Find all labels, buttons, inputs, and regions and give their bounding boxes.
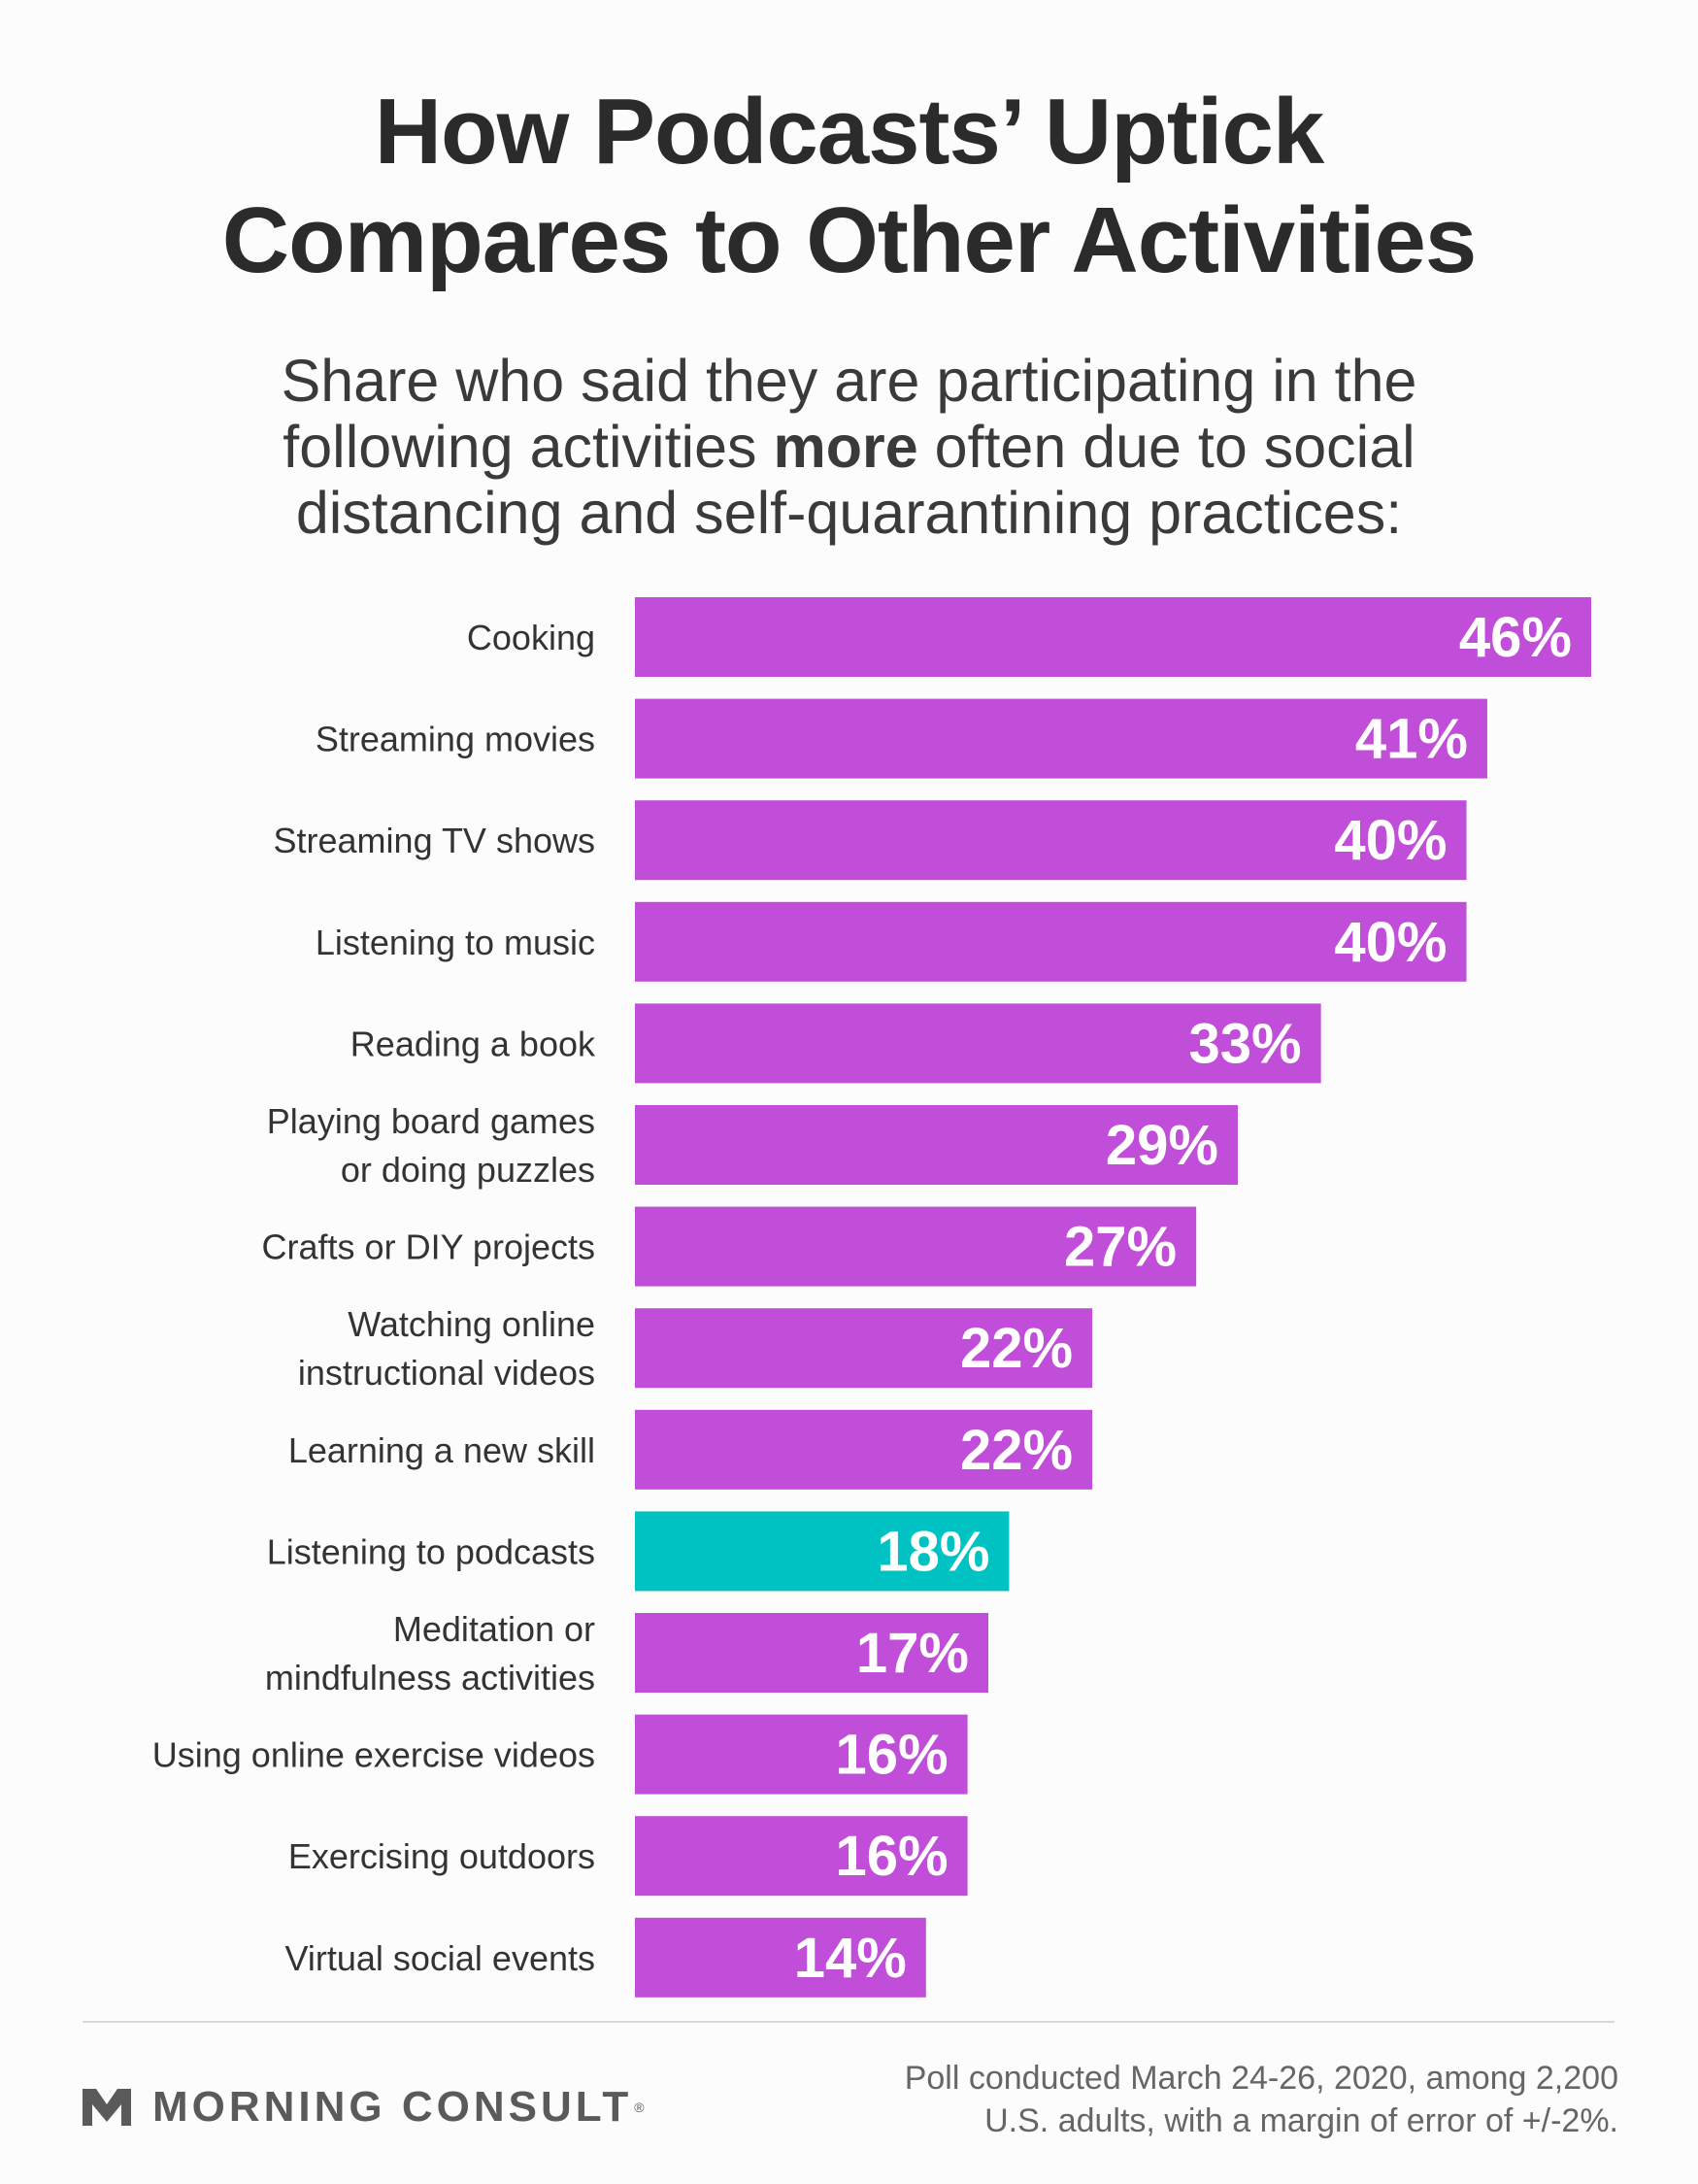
value-label-0: 46% [1459,606,1572,669]
bar-0 [635,597,1591,677]
bar-1 [635,698,1487,779]
category-label-10: Meditation or mindfulness activities [265,1609,595,1697]
morning-consult-mark-icon [83,2089,131,2126]
category-label-12: Exercising outdoors [288,1836,595,1876]
value-label-7: 22% [960,1317,1073,1380]
value-label-9: 18% [877,1520,989,1583]
brand-logo: MORNING CONSULT ® [83,2078,645,2136]
value-label-13: 14% [794,1927,907,1990]
title-line-1: How Podcasts’ Uptick [374,80,1325,184]
bar-3 [635,901,1467,982]
value-label-5: 29% [1106,1114,1218,1177]
bar-6 [635,1206,1197,1287]
bar-chart: 46% Cooking 41% Streaming movies 40% Streamin… [152,597,1591,1998]
category-label-13: Virtual social events [285,1938,596,1978]
value-label-6: 27% [1064,1216,1177,1279]
title-line-2: Compares to Other Activities [221,188,1477,292]
category-label-5: Playing board games or doing puzzles [267,1101,595,1190]
category-label-9: Listening to podcasts [267,1531,595,1571]
value-label-3: 40% [1334,911,1447,974]
value-label-4: 33% [1189,1012,1302,1075]
methodology-line-2: U.S. adults, with a margin of error of +… [984,2102,1618,2139]
category-label-8: Learning a new skill [288,1430,595,1470]
category-label-2: Streaming TV shows [274,821,595,860]
methodology-line-1: Poll conducted March 24-26, 2020, among … [904,2060,1618,2097]
chart-subtitle: Share who said they are participating in… [0,348,1698,546]
category-label-3: Listening to music [316,923,595,962]
bar-4 [635,1003,1321,1084]
value-label-12: 16% [836,1825,949,1888]
registered-mark: ® [634,2100,645,2115]
category-label-6: Crafts or DIY projects [262,1227,595,1267]
bar-10 [635,1613,989,1693]
subtitle-emphasis: more [773,414,918,480]
subtitle-line-1: Share who said they are participating in… [281,348,1417,414]
bar-11 [635,1714,968,1795]
brand-name: MORNING CONSULT [152,2083,633,2131]
category-label-1: Streaming movies [316,720,595,759]
subtitle-line-2: following activities more often due to s… [0,414,1698,480]
bar-8 [635,1409,1093,1490]
value-label-8: 22% [960,1419,1073,1482]
value-label-11: 16% [836,1724,949,1787]
chart-title: How Podcasts’ Uptick Compares to Other A… [0,78,1698,295]
bar-12 [635,1816,968,1897]
value-label-10: 17% [856,1622,969,1685]
category-label-7: Watching online instructional videos [298,1304,595,1393]
bar-13 [635,1917,926,1998]
value-label-1: 41% [1355,708,1468,771]
bar-7 [635,1308,1093,1389]
bar-9 [635,1511,1010,1592]
category-label-11: Using online exercise videos [152,1735,595,1775]
value-label-2: 40% [1334,809,1447,872]
subtitle-line-2-post: often due to social [917,414,1415,480]
bar-2 [635,800,1467,881]
bar-5 [635,1105,1238,1185]
category-label-4: Reading a book [350,1024,596,1063]
subtitle-line-3: distancing and self-quarantining practic… [295,480,1403,546]
methodology-note: Poll conducted March 24-26, 2020, among … [745,2057,1618,2142]
footer-divider [83,2021,1615,2023]
subtitle-line-2-pre: following activities [283,414,774,480]
category-label-0: Cooking [467,618,595,657]
